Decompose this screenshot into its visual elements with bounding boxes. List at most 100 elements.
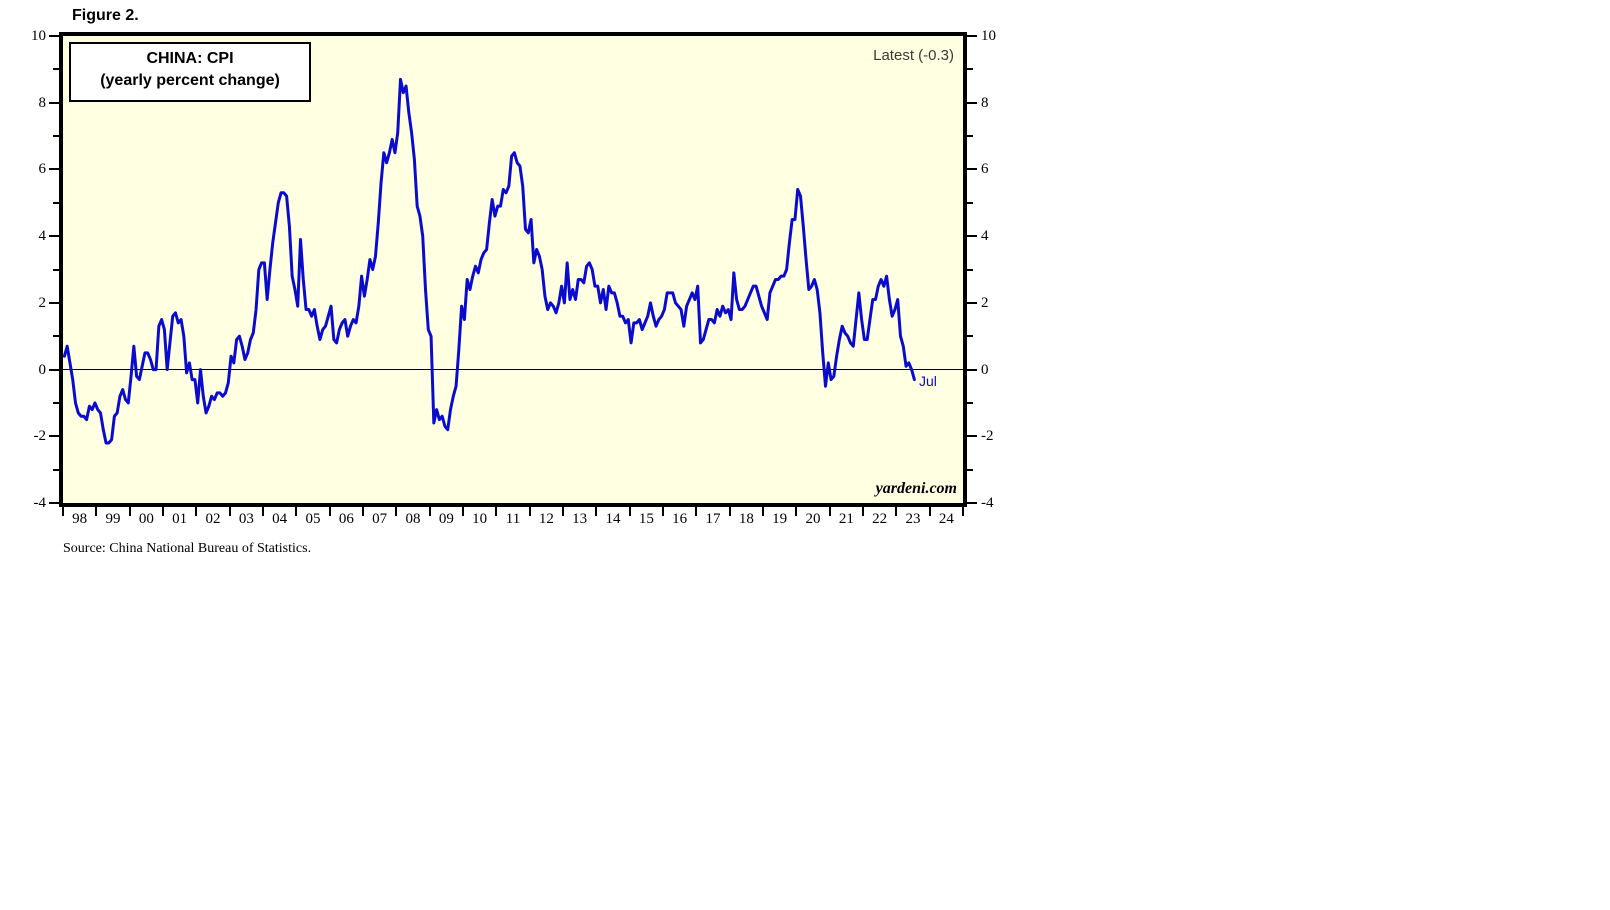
x-axis-year-label: 07 <box>372 511 388 527</box>
y-axis-major-tick <box>49 502 59 504</box>
x-axis-year-label: 15 <box>638 511 654 527</box>
x-axis-tick <box>395 507 398 516</box>
x-axis-year-label: 18 <box>738 511 754 527</box>
x-axis-tick <box>95 507 98 516</box>
x-axis-year-label: 03 <box>238 511 254 527</box>
x-axis-year-label: 21 <box>838 511 854 527</box>
x-axis-year-label: 17 <box>705 511 721 527</box>
x-axis-tick <box>562 507 564 516</box>
y-axis-label-right: 8 <box>981 94 989 111</box>
x-axis-tick <box>162 507 164 516</box>
y-axis-major-tick <box>967 368 977 371</box>
y-axis-major-tick <box>49 368 59 371</box>
x-axis-year-label: 08 <box>405 511 421 527</box>
y-axis-label-left: 10 <box>31 28 46 44</box>
y-axis-minor-tick <box>53 201 59 204</box>
chart-title: CHINA: CPI <box>146 50 234 67</box>
source-note: Source: China National Bureau of Statist… <box>63 541 312 556</box>
x-axis-tick <box>62 507 64 516</box>
x-axis-year-label: 99 <box>105 511 121 527</box>
y-axis-minor-tick <box>53 401 59 404</box>
y-axis-minor-tick <box>967 135 973 138</box>
y-axis-major-tick <box>967 101 977 104</box>
y-axis-major-tick <box>967 235 977 238</box>
y-axis-major-tick <box>49 168 59 171</box>
x-axis-year-label: 14 <box>605 511 621 527</box>
y-axis-major-tick <box>49 235 59 238</box>
y-axis-label-left: -4 <box>33 495 47 511</box>
y-axis-minor-tick <box>967 201 973 204</box>
x-axis-tick <box>262 507 264 516</box>
y-axis-label-right: 10 <box>981 28 996 44</box>
cpi-line-series <box>63 77 916 445</box>
x-axis-year-label: 00 <box>138 511 154 527</box>
x-axis-tick <box>662 507 664 516</box>
y-axis-major-tick <box>49 435 59 438</box>
y-axis-major-tick <box>49 101 59 104</box>
x-axis-tick <box>495 507 498 516</box>
x-axis-year-label: 98 <box>72 511 88 527</box>
x-axis-tick <box>462 507 464 516</box>
x-axis-tick <box>362 507 364 516</box>
x-axis-year-label: 10 <box>472 511 488 527</box>
y-axis-major-tick <box>49 301 59 304</box>
latest-value-label: Latest (-0.3) <box>873 47 954 64</box>
y-axis-minor-tick <box>53 335 59 338</box>
y-axis-label-left: 0 <box>38 361 47 378</box>
y-axis-minor-tick <box>967 335 973 338</box>
y-axis-label-left: -2 <box>33 428 47 445</box>
y-axis-minor-tick <box>53 135 59 138</box>
y-axis-label-right: -4 <box>981 495 994 511</box>
x-axis-year-label: 01 <box>172 511 188 527</box>
x-axis-year-label: 04 <box>272 511 288 527</box>
x-axis-tick <box>128 507 131 516</box>
x-axis-year-label: 16 <box>672 511 688 527</box>
x-axis-tick <box>628 507 631 516</box>
zero-gridline <box>63 369 963 370</box>
y-axis-label-right: 4 <box>981 228 989 245</box>
x-axis-year-label: 12 <box>538 511 554 527</box>
x-axis-year-label: 23 <box>905 511 921 527</box>
y-axis-label-right: 6 <box>981 161 989 178</box>
x-axis-tick <box>962 507 964 516</box>
x-axis-tick <box>795 507 798 516</box>
x-axis-tick <box>295 507 298 516</box>
plot-area: CHINA: CPI (yearly percent change) Lates… <box>59 32 967 507</box>
y-axis-major-tick <box>967 435 977 438</box>
x-axis-tick <box>862 507 864 516</box>
chart-title-box: CHINA: CPI (yearly percent change) <box>69 42 311 102</box>
y-axis-major-tick <box>967 35 977 37</box>
yardeni-branding: yardeni.com <box>875 480 957 497</box>
y-axis-label-left: 2 <box>38 294 47 311</box>
y-axis-minor-tick <box>967 468 973 471</box>
x-axis-year-label: 06 <box>338 511 354 527</box>
y-axis-minor-tick <box>53 468 59 471</box>
x-axis-tick <box>195 507 198 516</box>
y-axis-major-tick <box>49 35 59 37</box>
chart-subtitle: (yearly percent change) <box>100 72 280 89</box>
x-axis-year-label: 09 <box>438 511 454 527</box>
x-axis-year-label: 24 <box>938 511 954 527</box>
x-axis-year-label: 05 <box>305 511 321 527</box>
x-axis-tick <box>528 507 531 516</box>
x-axis-year-label: 02 <box>205 511 221 527</box>
x-axis-year-label: 13 <box>572 511 588 527</box>
y-axis-major-tick <box>967 502 977 504</box>
last-point-month-label: Jul <box>919 373 937 389</box>
x-axis-tick <box>595 507 598 516</box>
y-axis-label-right: 2 <box>981 294 989 311</box>
y-axis-label-right: 0 <box>981 361 989 378</box>
y-axis-minor-tick <box>967 268 973 271</box>
x-axis-tick <box>695 507 698 516</box>
y-axis-minor-tick <box>967 68 973 71</box>
y-axis-label-left: 4 <box>38 228 47 245</box>
x-axis-tick <box>928 507 931 516</box>
x-axis-tick <box>428 507 431 516</box>
x-axis-tick <box>728 507 731 516</box>
x-axis-year-label: 20 <box>805 511 821 527</box>
x-axis-year-label: 11 <box>505 511 521 527</box>
y-axis-label-left: 8 <box>38 94 47 111</box>
x-axis-tick <box>762 507 764 516</box>
y-axis-major-tick <box>967 301 977 304</box>
